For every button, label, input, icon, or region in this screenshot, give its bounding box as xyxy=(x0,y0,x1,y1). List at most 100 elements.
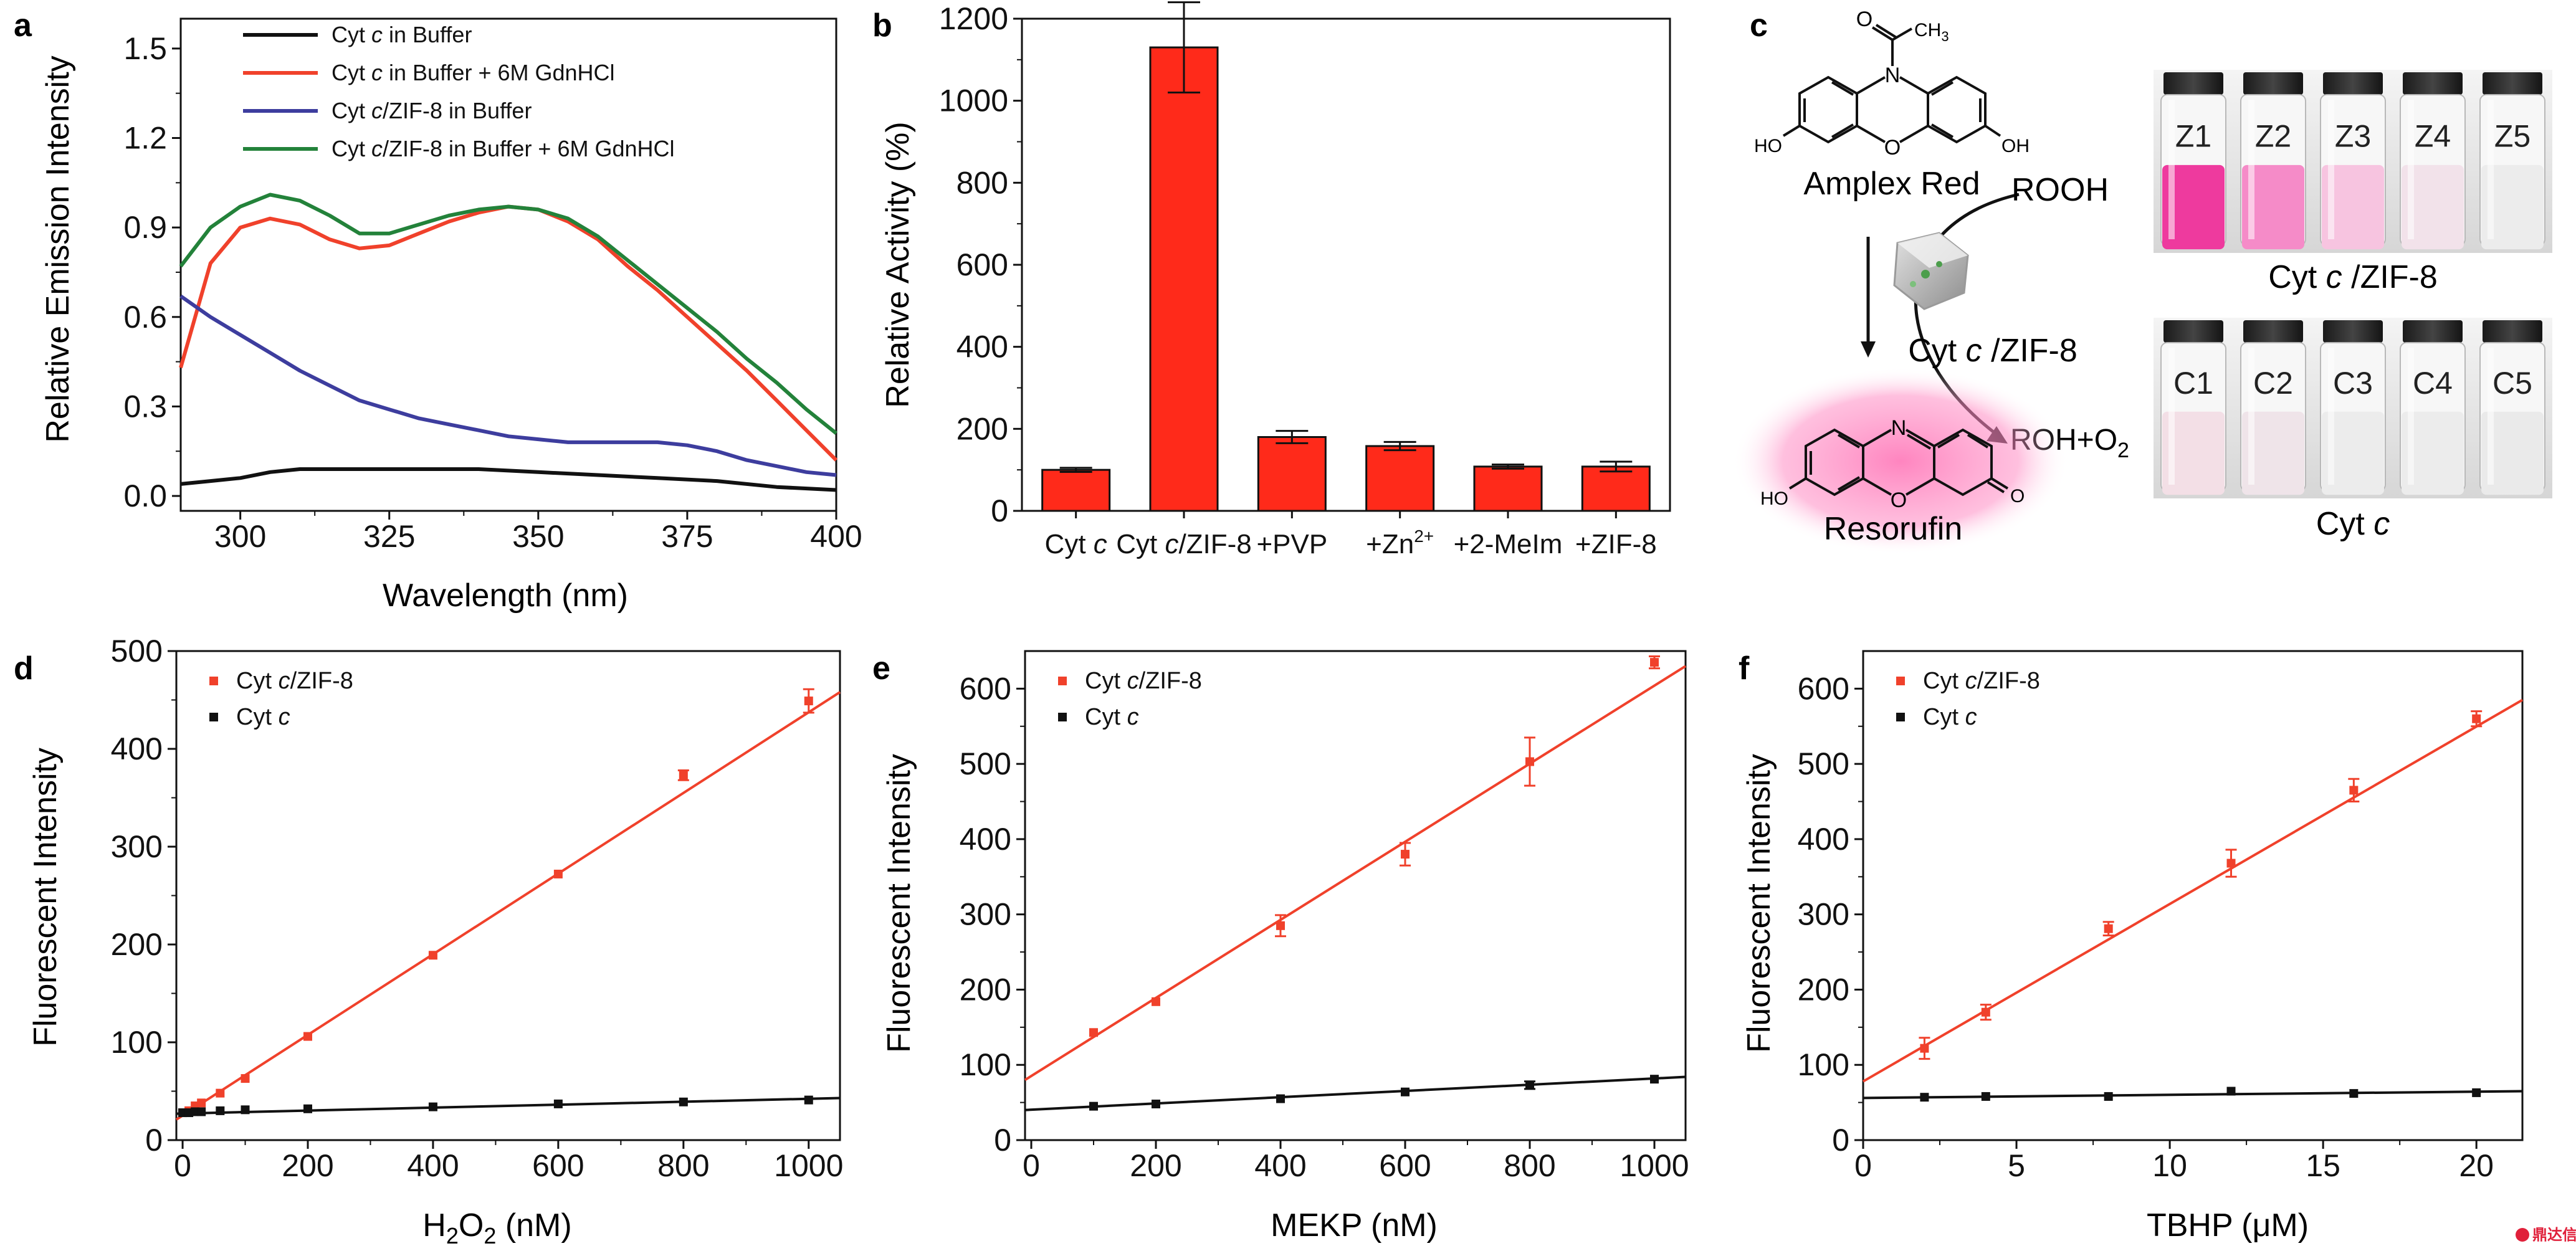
data-point xyxy=(2104,1092,2113,1101)
vial-highlight xyxy=(2488,100,2494,239)
y-tick-label: 1000 xyxy=(939,83,1008,118)
resorufin-label: Resorufin xyxy=(1824,511,1963,547)
plot-frame xyxy=(1024,650,1687,1141)
chart-f-xlabel: TBHP (μM) xyxy=(2147,1207,2309,1244)
y-tick-label: 0 xyxy=(1832,1123,1849,1158)
series-line xyxy=(179,294,837,477)
series-line xyxy=(180,467,837,492)
chart-d: Fluorescent Intensity H2O2 (nM) 0 200 400 6… xyxy=(27,634,843,1249)
y-tick-label: 600 xyxy=(960,671,1011,706)
vial-label: C5 xyxy=(2493,366,2532,401)
vial-cap xyxy=(2243,72,2303,95)
x-tick-label: 600 xyxy=(532,1148,584,1183)
chart-b-ylabel: Relative Activity (%) xyxy=(880,121,916,407)
chart-d-xlabel: H2O2 (nM) xyxy=(422,1207,571,1249)
vial-label: C2 xyxy=(2253,366,2293,401)
watermark-text: 鼎达信 xyxy=(2532,1226,2576,1244)
data-point xyxy=(1152,997,1160,1006)
data-point xyxy=(1525,1080,1534,1090)
fit-line xyxy=(176,1096,841,1115)
bar xyxy=(1581,465,1651,512)
vial-liquid xyxy=(2402,411,2464,495)
atom-label: HO xyxy=(1760,488,1788,509)
vial-label: C1 xyxy=(2173,366,2213,401)
data-point xyxy=(1089,1101,1098,1111)
y-tick-label: 300 xyxy=(1798,897,1849,932)
x-category-label: +PVP xyxy=(1256,529,1327,559)
y-tick-label: 200 xyxy=(1798,972,1849,1007)
data-point xyxy=(1401,1087,1410,1096)
atom-label: N xyxy=(1885,64,1901,87)
vial-photo-zif8-caption: Cyt c /ZIF-8 xyxy=(2268,259,2438,295)
y-tick-label: 400 xyxy=(956,330,1008,364)
bar xyxy=(1473,465,1543,512)
data-point xyxy=(303,1032,312,1041)
bar xyxy=(1365,445,1435,512)
x-tick-label: 400 xyxy=(407,1148,459,1183)
x-tick-label: 325 xyxy=(363,519,415,554)
legend-marker xyxy=(1896,713,1905,721)
panel-label-e: e xyxy=(872,650,890,687)
data-point xyxy=(553,1099,563,1108)
data-point xyxy=(804,697,813,706)
y-tick-label: 0 xyxy=(145,1123,163,1158)
vial-liquid xyxy=(2481,164,2544,250)
zif8-crystal-icon xyxy=(1893,232,1969,310)
legend-marker xyxy=(1896,677,1905,685)
reaction-scheme: N O O CH3 HO OH Amplex Red ROOH ROH+O2 C… xyxy=(1732,7,2552,554)
plot-frame xyxy=(1021,17,1671,512)
legend-label: Cyt c/ZIF-8 xyxy=(236,668,353,694)
y-tick-label: 0 xyxy=(994,1123,1011,1158)
bar xyxy=(1041,469,1111,512)
legend-marker xyxy=(209,713,218,721)
vial-label: Z4 xyxy=(2415,118,2451,153)
chart-b: Relative Activity (%) 0 200 400 600 800 1000 1… xyxy=(880,1,1671,559)
legend-marker xyxy=(209,677,218,685)
legend-label: Cyt c xyxy=(1085,704,1139,730)
x-tick-label: 800 xyxy=(657,1148,709,1183)
vial-liquid xyxy=(2322,164,2384,250)
data-point xyxy=(1401,850,1410,859)
resorufin-structure xyxy=(1788,428,2009,497)
resorufin-glow xyxy=(1732,368,2069,554)
series-line xyxy=(179,204,838,462)
x-tick-label: 600 xyxy=(1379,1148,1431,1183)
x-tick-label: 200 xyxy=(1130,1148,1181,1183)
data-point xyxy=(1920,1044,1929,1053)
vial-cap xyxy=(2403,320,2463,343)
atom-label: O xyxy=(2010,486,2025,507)
panel-label-f: f xyxy=(1739,650,1750,687)
data-point xyxy=(216,1088,225,1098)
vial-cap xyxy=(2323,72,2383,95)
y-tick-label: 0.3 xyxy=(123,389,167,424)
vial-label: Z5 xyxy=(2494,118,2531,153)
y-tick-label: 0.0 xyxy=(123,478,167,513)
legend-marker xyxy=(1058,713,1067,721)
data-point xyxy=(2226,1087,2236,1096)
x-category-label: +Zn2+ xyxy=(1366,526,1434,559)
data-point xyxy=(2472,714,2481,723)
atom-label: HO xyxy=(1754,136,1782,156)
y-tick-label: 400 xyxy=(111,731,163,766)
series-line xyxy=(179,193,837,435)
x-tick-label: 1000 xyxy=(774,1148,843,1183)
y-tick-label: 400 xyxy=(960,822,1011,857)
vial-photo-cytc: C1 C2 C3 C4 C5 xyxy=(2154,318,2552,498)
y-tick-label: 600 xyxy=(1798,671,1849,706)
fit-line xyxy=(1024,665,1687,1082)
atom-label: N xyxy=(1891,416,1907,440)
legend-label: Cyt c in Buffer + 6M GdnHCl xyxy=(332,60,615,85)
vial-cap xyxy=(2163,72,2223,95)
fit-line xyxy=(1024,1075,1686,1111)
vial-cap xyxy=(2163,320,2223,343)
legend-label: Cyt c xyxy=(1923,704,1977,730)
legend-marker xyxy=(1058,677,1067,685)
atom-label: OH xyxy=(2001,136,2030,156)
data-point xyxy=(303,1104,312,1113)
vial-liquid xyxy=(2242,411,2304,495)
chart-a-ylabel: Relative Emission Intensity xyxy=(40,55,76,442)
chart-f-ylabel: Fluorescent Intensity xyxy=(1741,754,1777,1053)
y-tick-label: 1.5 xyxy=(123,31,167,66)
vial-liquid xyxy=(2162,411,2225,495)
